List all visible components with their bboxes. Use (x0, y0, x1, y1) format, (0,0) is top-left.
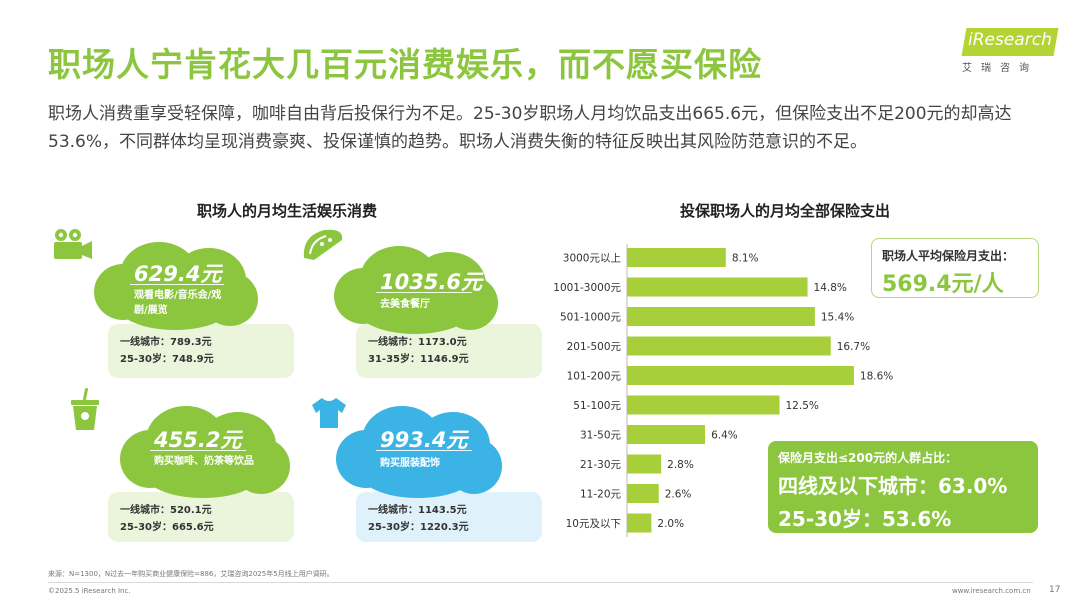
stat-tier1-city: 一线城市：520.1元 (120, 505, 212, 516)
movie-camera-icon (54, 229, 92, 259)
amount-category: 观看电影/音乐会/戏剧/展览 (134, 290, 222, 316)
amount-category: 去美食餐厅 (380, 299, 430, 310)
bar (627, 366, 854, 385)
bar-value-label: 15.4% (821, 312, 854, 324)
bar (627, 425, 706, 444)
amount-value: 1035.6元 (380, 270, 483, 294)
bar (627, 395, 780, 415)
summary-paragraph: 职场人消费重享受轻保障，咖啡自由背后投保行为不足。25-30岁职场人月均饮品支出… (48, 104, 1012, 152)
stat-age-group: 25-30岁：665.6元 (120, 522, 214, 533)
taco-icon (303, 229, 343, 260)
page-title: 职场人宁肯花大几百元消费娱乐，而不愿买保险 (48, 45, 762, 84)
website-link[interactable]: www.iresearch.com.cn (952, 587, 1031, 595)
page-number: 17 (1049, 585, 1061, 595)
bar-category-label: 11-20元 (580, 489, 622, 501)
bar-value-label: 2.8% (667, 459, 694, 471)
bar (627, 484, 659, 503)
logo-subtitle: 艾瑞咨询 (962, 63, 1038, 74)
bar-category-label: 10元及以下 (566, 518, 621, 530)
insurance-spending-bar-chart: 3000元以上 8.1% 1001-3000元 14.8% 501-1000元 15.4%… (553, 244, 893, 537)
amount-category: 购买服装配饰 (380, 458, 440, 469)
bar (627, 248, 726, 267)
amount-underline (376, 292, 472, 293)
bar-value-label: 8.1% (732, 253, 759, 265)
amount-cloud-dining: 1035.6元 去美食餐厅 (330, 240, 500, 336)
share-tier4-city: 四线及以下城市：63.0% (778, 474, 1008, 498)
stat-age-group: 25-30岁：1220.3元 (368, 522, 469, 533)
bar (627, 513, 652, 533)
stat-tier1-city: 一线城市：1143.5元 (368, 505, 467, 516)
bar-category-label: 3000元以上 (563, 253, 621, 265)
bar-category-label: 21-30元 (580, 459, 622, 471)
amount-cloud-clothing: 993.4元 购买服装配饰 (332, 400, 504, 500)
amount-underline (130, 284, 224, 285)
stat-age-group: 31-35岁：1146.9元 (368, 354, 469, 365)
amount-underline (150, 450, 246, 451)
bar-category-label: 101-200元 (567, 371, 622, 383)
left-panel-title: 职场人的月均生活娱乐消费 (197, 202, 378, 220)
bar-value-label: 14.8% (814, 282, 847, 294)
bar-value-label: 18.6% (860, 371, 893, 383)
footer-divider (48, 582, 1033, 583)
spending-card-dining: 一线城市：1173.0元 31-35岁：1146.9元 1035.6元 去美食餐… (300, 224, 542, 378)
spending-card-clothing: 一线城市：1143.5元 25-30岁：1220.3元 993.4元 购买服装配… (300, 388, 542, 542)
bar-category-label: 501-1000元 (560, 312, 622, 324)
stat-age-group: 25-30岁：748.9元 (120, 354, 214, 365)
stat-box-entertainment: 一线城市：789.3元 25-30岁：748.9元 (108, 324, 294, 378)
amount-underline (376, 450, 472, 451)
amount-value: 629.4元 (134, 262, 222, 286)
spending-card-entertainment: 一线城市：789.3元 25-30岁：748.9元 629.4元 观看电影/音乐… (52, 224, 294, 378)
amount-cloud-drinks: 455.2元 购买咖啡、奶茶等饮品 (116, 400, 292, 500)
t-shirt-icon (312, 398, 346, 428)
stat-tier1-city: 一线城市：789.3元 (120, 337, 212, 348)
bar-value-label: 2.6% (665, 489, 692, 501)
bar (627, 277, 808, 297)
bar-value-label: 16.7% (837, 341, 870, 353)
low-spending-share-callout: 保险月支出≤200元的人群占比： 四线及以下城市：63.0% 25-30岁：53… (768, 441, 1038, 533)
amount-cloud-entertainment: 629.4元 观看电影/音乐会/戏剧/展览 (90, 236, 260, 332)
bar-category-label: 1001-3000元 (553, 282, 621, 294)
spending-card-drinks: 一线城市：520.1元 25-30岁：665.6元 455.2元 购买咖啡、奶茶… (52, 388, 294, 542)
logo-text: iResearch (968, 30, 1052, 50)
share-age-group: 25-30岁：53.6% (778, 507, 952, 531)
amount-value: 993.4元 (380, 428, 468, 452)
bar-value-label: 2.0% (657, 518, 684, 530)
drink-cup-icon (71, 388, 99, 430)
amount-category: 购买咖啡、奶茶等饮品 (154, 456, 254, 467)
bar (627, 336, 831, 356)
amount-value: 455.2元 (154, 428, 242, 452)
stat-tier1-city: 一线城市：1173.0元 (368, 337, 467, 348)
iresearch-logo: iResearch 艾瑞咨询 (961, 26, 1059, 76)
bar (627, 454, 662, 474)
copyright-text: ©2025.5 iResearch Inc. (48, 587, 131, 595)
bar-category-label: 31-50元 (580, 430, 622, 442)
average-insurance-callout: 职场人平均保险月支出： 569.4元/人 (871, 238, 1039, 298)
stat-box-drinks: 一线城市：520.1元 25-30岁：665.6元 (108, 492, 294, 542)
stat-box-clothing: 一线城市：1143.5元 25-30岁：1220.3元 (356, 492, 542, 542)
stat-box-dining: 一线城市：1173.0元 31-35岁：1146.9元 (356, 324, 542, 378)
low-spending-share-label: 保险月支出≤200元的人群占比： (778, 451, 958, 465)
average-insurance-label: 职场人平均保险月支出： (882, 249, 1015, 263)
right-panel-title: 投保职场人的月均全部保险支出 (680, 202, 891, 220)
bar-category-label: 201-500元 (567, 341, 622, 353)
average-insurance-value: 569.4元/人 (882, 272, 1004, 297)
bar-category-label: 51-100元 (573, 400, 621, 412)
bar-value-label: 12.5% (786, 400, 819, 412)
bar-value-label: 6.4% (711, 430, 738, 442)
source-note: 来源：N=1300，N过去一年购买商业健康保险=886，艾瑞咨询2025年5月线… (48, 570, 334, 578)
bar (627, 307, 815, 326)
